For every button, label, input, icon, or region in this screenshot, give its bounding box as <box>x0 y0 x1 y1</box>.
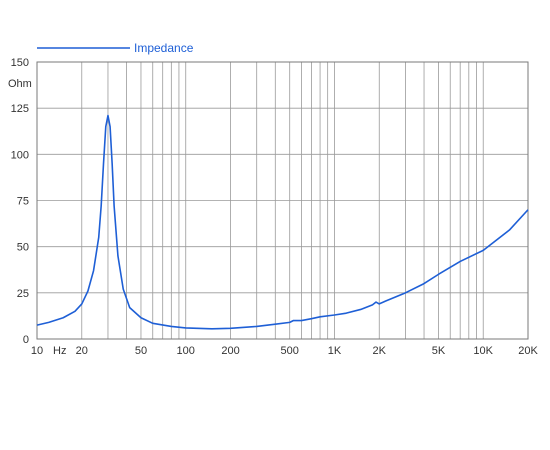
x-tick-label: 20K <box>518 345 538 357</box>
y-tick-label: 50 <box>17 242 29 254</box>
x-tick-label: 10K <box>473 345 493 357</box>
x-tick-label: 1K <box>328 345 342 357</box>
y-tick-label: 100 <box>11 149 29 161</box>
y-tick-label: 150 <box>11 57 29 69</box>
y-tick-label: 0 <box>23 334 29 346</box>
x-tick-label: 500 <box>281 345 299 357</box>
x-tick-label: 2K <box>373 345 387 357</box>
y-tick-label: 25 <box>17 288 29 300</box>
y-tick-label: 75 <box>17 196 29 208</box>
series-line-impedance <box>36 114 529 330</box>
grid <box>37 62 528 339</box>
y-tick-label: 125 <box>11 103 29 115</box>
y-axis-ticks: 0 25 50 75 100 125 150 <box>11 57 29 346</box>
legend-label-impedance: Impedance <box>134 41 194 55</box>
y-axis-label: Ohm <box>8 78 32 90</box>
x-tick-label: 100 <box>177 345 195 357</box>
x-axis-ticks: 10 20 50 100 200 500 1K 2K 5K 10K 20K <box>31 345 539 357</box>
legend: Impedance <box>37 41 194 55</box>
plot-frame <box>36 61 529 340</box>
x-tick-label: 200 <box>221 345 239 357</box>
x-tick-label: 50 <box>135 345 147 357</box>
x-tick-label: 10 <box>31 345 43 357</box>
x-tick-label: 5K <box>432 345 446 357</box>
x-tick-label: 20 <box>76 345 88 357</box>
x-axis-unit: Hz <box>53 345 66 357</box>
